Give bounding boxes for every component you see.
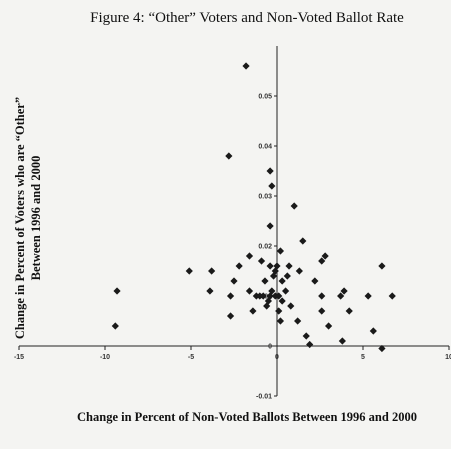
data-point [245, 287, 254, 295]
data-point [226, 292, 235, 300]
chart-title: Figure 4: “Other” Voters and Non-Voted B… [90, 10, 404, 26]
data-point [230, 277, 238, 285]
data-point [276, 247, 285, 255]
data-point [226, 312, 235, 320]
data-point [294, 317, 302, 325]
data-point [278, 277, 286, 285]
data-point [318, 307, 326, 315]
x-tick-label: 5 [361, 354, 365, 361]
data-point [306, 340, 314, 349]
x-axis-label: Change in Percent of Non-Voted Ballots B… [77, 410, 417, 424]
data-point [111, 322, 119, 330]
y-tick-label: 0 [268, 344, 272, 351]
data-point [302, 332, 310, 340]
data-point [340, 287, 348, 295]
data-point [338, 337, 346, 345]
y-tick-label: 0.02 [258, 244, 272, 251]
data-point [321, 252, 329, 260]
data-point [378, 262, 386, 270]
data-point [337, 292, 345, 300]
data-point [295, 267, 303, 275]
data-point [276, 317, 285, 325]
data-point [185, 267, 193, 275]
data-point [266, 262, 274, 270]
data-point [235, 262, 243, 270]
data-point [318, 257, 326, 265]
data-point [311, 277, 319, 285]
data-point [263, 302, 271, 310]
x-tick-label: 10 [445, 354, 451, 361]
x-tick-label: -10 [100, 354, 110, 361]
data-point [290, 202, 298, 210]
data-point [257, 257, 266, 265]
data-point [259, 292, 267, 300]
y-tick-label: -0.01 [256, 394, 272, 401]
x-tick-label: -5 [188, 354, 194, 361]
data-point [266, 222, 274, 230]
data-point [266, 167, 274, 175]
x-tick-label: -15 [14, 354, 24, 361]
data-point [249, 307, 257, 315]
data-point [225, 152, 233, 160]
data-point [282, 287, 290, 295]
data-point [268, 182, 276, 190]
data-point [242, 62, 250, 70]
data-point [369, 327, 377, 335]
y-tick-label: 0.05 [258, 94, 272, 101]
x-tick-label: 0 [275, 354, 279, 361]
data-point [287, 302, 295, 310]
y-tick-label: 0.04 [258, 144, 272, 151]
data-point [325, 322, 333, 330]
data-point [275, 292, 283, 300]
data-point [245, 252, 254, 260]
data-point [318, 292, 326, 300]
data-point [261, 277, 269, 285]
y-axis-label-line-2: Between 1996 and 2000 [29, 156, 43, 281]
data-point [269, 272, 278, 280]
data-point [113, 287, 121, 295]
y-tick-label: 0.03 [258, 194, 272, 201]
data-point [364, 292, 372, 300]
y-axis-label-line-1: Change in Percent of Voters who are “Oth… [13, 97, 27, 339]
data-point [388, 292, 396, 300]
data-point [283, 272, 291, 280]
data-point [299, 237, 307, 245]
data-point [278, 297, 286, 305]
data-point [285, 262, 293, 270]
data-point [208, 267, 216, 275]
data-point [345, 307, 353, 315]
data-point [378, 344, 386, 353]
data-point [206, 287, 214, 295]
data-point [275, 307, 283, 315]
